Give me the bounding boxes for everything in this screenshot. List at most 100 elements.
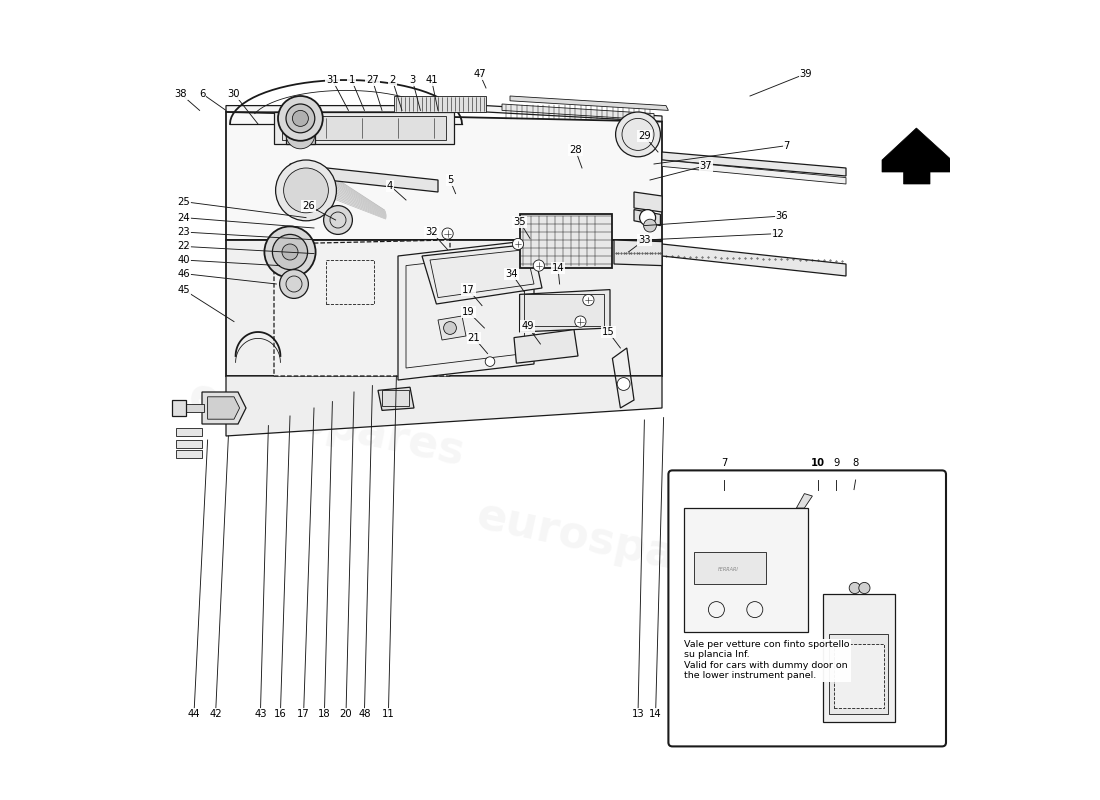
- Polygon shape: [378, 387, 414, 410]
- Circle shape: [278, 96, 322, 141]
- Circle shape: [849, 582, 860, 594]
- Text: 39: 39: [800, 69, 812, 78]
- Circle shape: [286, 120, 315, 149]
- Text: 16: 16: [274, 709, 287, 718]
- Polygon shape: [882, 128, 952, 184]
- Text: 31: 31: [326, 75, 339, 85]
- Circle shape: [859, 582, 870, 594]
- Circle shape: [279, 270, 308, 298]
- Circle shape: [284, 168, 329, 213]
- Polygon shape: [510, 96, 669, 110]
- Text: 14: 14: [649, 709, 662, 718]
- Bar: [394, 96, 486, 112]
- Polygon shape: [684, 508, 808, 632]
- Polygon shape: [226, 112, 662, 240]
- Text: 11: 11: [382, 709, 395, 718]
- Polygon shape: [519, 290, 610, 332]
- Polygon shape: [514, 330, 578, 363]
- Text: 42: 42: [209, 709, 222, 718]
- Polygon shape: [634, 210, 660, 226]
- Polygon shape: [662, 160, 846, 184]
- Polygon shape: [274, 112, 454, 144]
- Text: 19: 19: [462, 307, 475, 317]
- Text: 30: 30: [228, 89, 240, 98]
- Polygon shape: [614, 240, 662, 266]
- Polygon shape: [208, 397, 240, 419]
- Text: 23: 23: [177, 227, 190, 237]
- Polygon shape: [634, 192, 662, 212]
- Polygon shape: [226, 240, 662, 376]
- Circle shape: [616, 112, 660, 157]
- Text: 36: 36: [776, 211, 789, 221]
- Text: 13: 13: [631, 709, 645, 718]
- Text: eurospares: eurospares: [184, 374, 469, 474]
- Text: 34: 34: [505, 269, 518, 278]
- Circle shape: [617, 378, 630, 390]
- Text: 33: 33: [638, 235, 651, 245]
- Circle shape: [282, 244, 298, 260]
- Circle shape: [276, 160, 337, 221]
- Text: 14: 14: [552, 263, 564, 273]
- Text: 43: 43: [254, 709, 266, 718]
- Text: 41: 41: [426, 75, 438, 85]
- Text: 37: 37: [700, 161, 713, 170]
- Polygon shape: [662, 244, 846, 276]
- Bar: [519, 214, 612, 268]
- Circle shape: [644, 219, 657, 232]
- Circle shape: [323, 206, 352, 234]
- Polygon shape: [226, 376, 662, 436]
- Circle shape: [442, 228, 453, 239]
- Text: 9: 9: [833, 458, 839, 468]
- Bar: [382, 390, 409, 406]
- Text: 7: 7: [783, 141, 790, 150]
- Polygon shape: [202, 392, 246, 424]
- Text: 26: 26: [302, 201, 315, 210]
- Text: 29: 29: [638, 131, 651, 141]
- Text: 35: 35: [514, 217, 526, 226]
- Text: 10: 10: [811, 458, 825, 468]
- Polygon shape: [176, 428, 202, 436]
- Polygon shape: [422, 244, 542, 304]
- Polygon shape: [502, 104, 654, 120]
- Polygon shape: [176, 450, 202, 458]
- Polygon shape: [662, 152, 846, 176]
- Circle shape: [583, 294, 594, 306]
- Text: 2: 2: [389, 75, 396, 85]
- Text: 48: 48: [359, 709, 371, 718]
- Text: 45: 45: [177, 285, 190, 294]
- Polygon shape: [173, 400, 186, 416]
- Text: 1: 1: [349, 75, 355, 85]
- Text: FERRARI: FERRARI: [718, 567, 739, 572]
- Polygon shape: [226, 106, 662, 122]
- Text: 27: 27: [366, 75, 378, 85]
- Text: 17: 17: [297, 709, 310, 718]
- Text: 3: 3: [409, 75, 416, 85]
- Circle shape: [293, 110, 308, 126]
- Text: 44: 44: [188, 709, 200, 718]
- Bar: [834, 644, 883, 708]
- Text: 47: 47: [473, 69, 486, 78]
- Circle shape: [286, 104, 315, 133]
- Text: 20: 20: [340, 709, 352, 718]
- Text: 15: 15: [602, 327, 615, 337]
- Text: 28: 28: [570, 146, 582, 155]
- Text: 25: 25: [177, 197, 190, 206]
- Text: 24: 24: [177, 213, 190, 222]
- Polygon shape: [398, 240, 534, 380]
- Text: 5: 5: [447, 175, 453, 185]
- Circle shape: [443, 322, 456, 334]
- Circle shape: [513, 238, 524, 250]
- Text: 21: 21: [468, 333, 481, 342]
- Circle shape: [575, 316, 586, 327]
- Polygon shape: [290, 164, 438, 192]
- Circle shape: [485, 357, 495, 366]
- Text: 8: 8: [852, 458, 859, 468]
- Text: 12: 12: [771, 229, 784, 238]
- Text: 6: 6: [199, 89, 206, 98]
- Bar: [326, 260, 374, 304]
- Text: 40: 40: [177, 255, 190, 265]
- Text: 17: 17: [462, 285, 475, 294]
- Circle shape: [639, 210, 656, 226]
- Text: 18: 18: [318, 709, 331, 718]
- Polygon shape: [182, 404, 205, 412]
